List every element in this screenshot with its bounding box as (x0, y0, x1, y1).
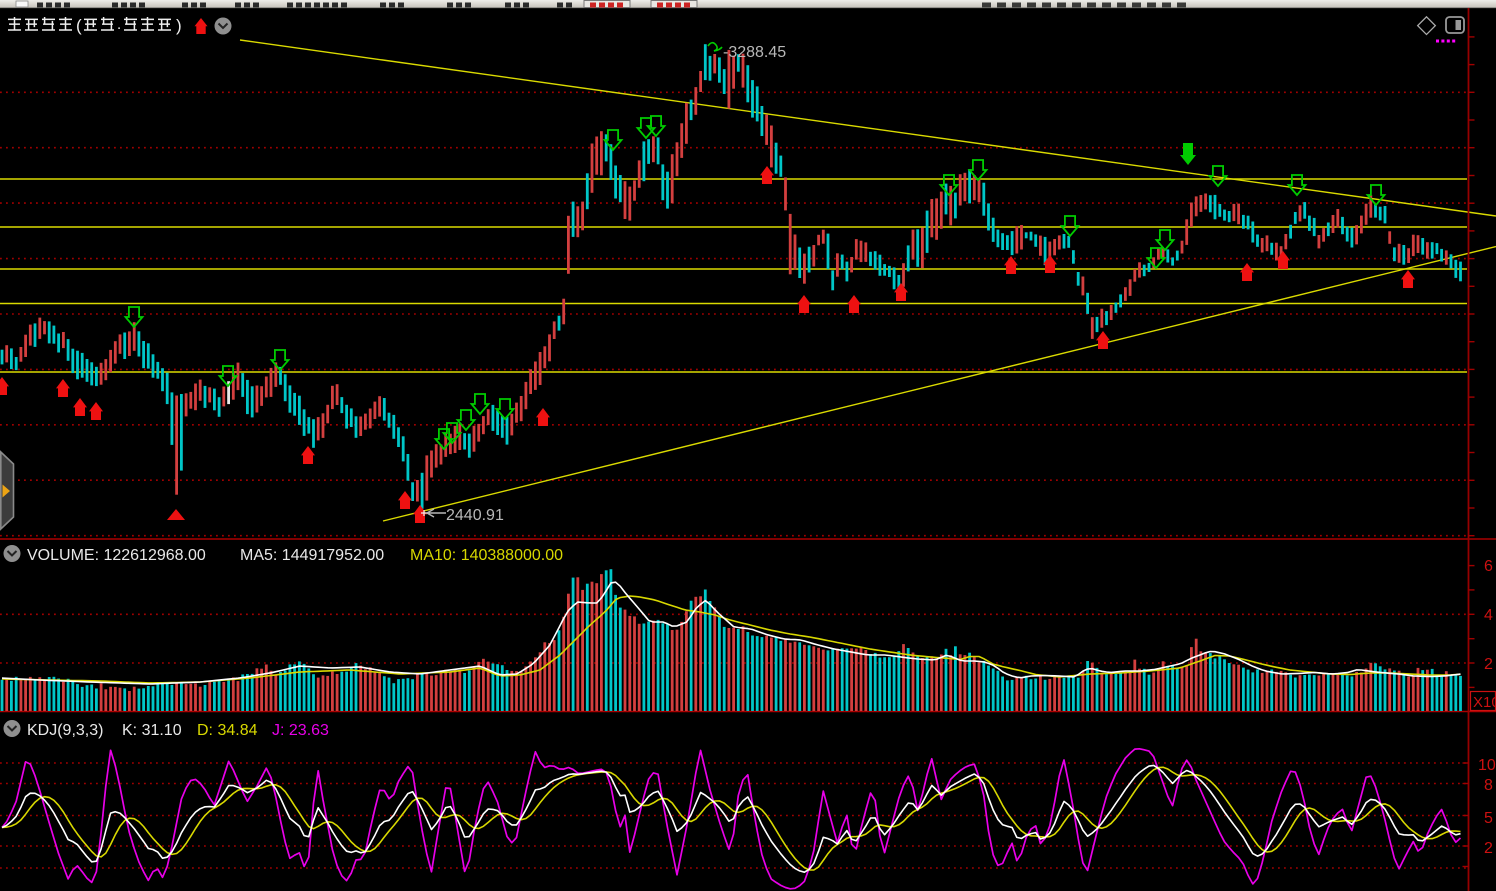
svg-text:K: 31.10: K: 31.10 (122, 722, 182, 739)
svg-text:.: . (117, 16, 121, 33)
svg-text:(: ( (76, 16, 82, 35)
svg-text:4: 4 (1484, 607, 1493, 624)
svg-text:D: 34.84: D: 34.84 (197, 722, 258, 739)
svg-text:): ) (176, 16, 182, 35)
svg-text:VOLUME: 122612968.00: VOLUME: 122612968.00 (27, 547, 206, 564)
svg-text:2440.91: 2440.91 (446, 507, 504, 524)
svg-text:KDJ(9,3,3): KDJ(9,3,3) (27, 722, 103, 739)
svg-text:MA5: 144917952.00: MA5: 144917952.00 (240, 547, 384, 564)
svg-text:J: 23.63: J: 23.63 (272, 722, 329, 739)
svg-text:10: 10 (1478, 757, 1496, 774)
svg-text:6: 6 (1484, 558, 1493, 575)
svg-text:2: 2 (1484, 656, 1493, 673)
svg-text:X10: X10 (1473, 694, 1496, 711)
svg-text:5: 5 (1484, 810, 1493, 827)
svg-text:8: 8 (1484, 777, 1493, 794)
svg-text:-3288.45: -3288.45 (723, 44, 786, 61)
svg-text:2: 2 (1484, 840, 1493, 857)
svg-text:MA10: 140388000.00: MA10: 140388000.00 (410, 547, 563, 564)
